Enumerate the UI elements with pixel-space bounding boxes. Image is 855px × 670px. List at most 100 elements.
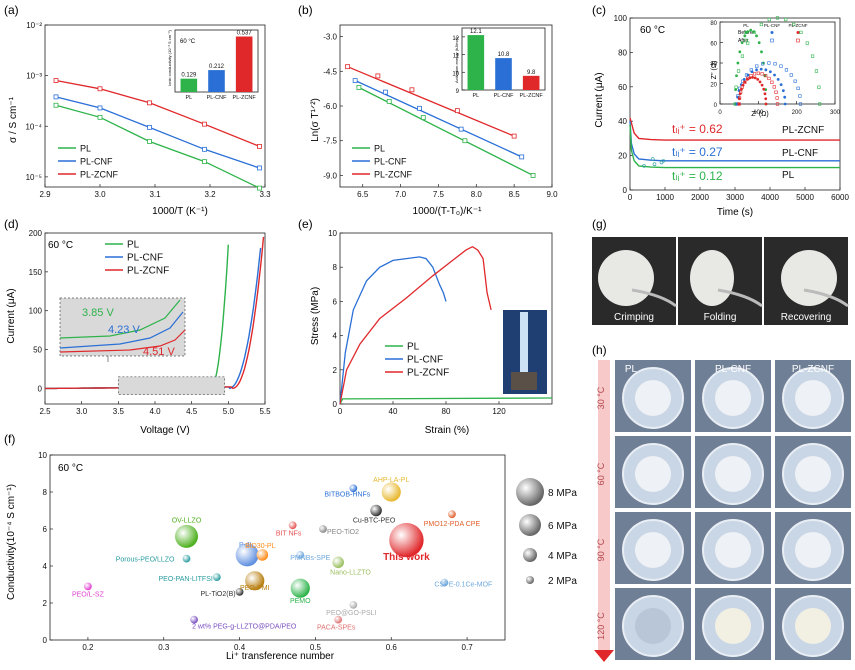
c-xtick-label: 6000 (831, 193, 849, 202)
c-xtick-label: 3000 (726, 193, 744, 202)
d-onset-zcnf: 4.51 V (143, 346, 175, 358)
c-inset-point (792, 22, 796, 27)
f-xtick-label: 0.3 (158, 643, 170, 652)
f-point-label: P-JI (239, 542, 252, 549)
f-ylabel: Conductivity(10⁻⁴ S cm⁻¹) (6, 484, 17, 600)
h-film (795, 456, 831, 492)
f-plot-frame (49, 454, 506, 641)
a-xlabel: 1000/T (K⁻¹) (152, 206, 208, 217)
h-film (635, 608, 671, 644)
c-inset-legend-marker (770, 38, 774, 43)
e-xtick-label: 40 (389, 407, 398, 416)
c-inset-legend-name: PL (743, 23, 749, 28)
c-inset-point (755, 34, 758, 38)
a-data-point (53, 78, 59, 83)
c-ylabel: Current (μA) (594, 72, 605, 127)
b-data-point (420, 115, 426, 120)
f-scatter-point (256, 549, 269, 561)
f-point-label: PEO@GO-PSLI (326, 610, 376, 617)
a-ytick-label: 10⁻⁵ (26, 173, 42, 182)
a-data-point (257, 185, 262, 191)
b-data-point (409, 87, 415, 93)
e-tensile-weight (511, 372, 537, 390)
g-caption: Recovering (781, 312, 832, 323)
c-inset-point (741, 83, 745, 87)
c-inset-xtick-label: 300 (830, 110, 841, 116)
f-point-label: Porous-PEO/LLZO (116, 557, 175, 564)
c-inset-point (793, 79, 797, 83)
e-ytick-label: 2 (333, 366, 338, 375)
h-row-label: 90 °C (596, 538, 606, 561)
f-point-label: OV-LLZO (172, 517, 202, 524)
c-inset-ytick-label: 60 (710, 42, 717, 48)
c-inset-point (784, 68, 789, 72)
e-ytick-label: 6 (333, 297, 338, 306)
d-onset-cnf: 4.23 V (108, 324, 140, 336)
a-xtick-label: 3.1 (149, 190, 161, 199)
a-plot-frame (44, 24, 266, 188)
a-inset-cat-label: PL (185, 95, 192, 101)
f-point-label: BITBOB-HNFs (324, 491, 370, 498)
c-inset-xlabel: Z' (Ω) (751, 111, 768, 118)
a-inset-ylabel: Ionic conductivity (10⁻³ S cm⁻¹) (167, 29, 172, 85)
f-size-legend-marker (526, 576, 534, 584)
f-scatter-point (175, 524, 198, 548)
g-film (598, 250, 654, 306)
c-label-cnf: PL-CNF (782, 148, 818, 159)
c-inset-point (762, 87, 766, 91)
b-inset-bar (467, 35, 485, 90)
c-inset-point (760, 72, 764, 76)
c-inset-point (740, 41, 744, 45)
f-scatter-point (381, 482, 401, 502)
c-inset-point (814, 69, 819, 73)
c-inset-point (760, 83, 764, 87)
b-data-point (383, 89, 388, 95)
c-inset-legend-after: After (738, 38, 749, 44)
c-inset-point (757, 41, 761, 45)
c-inset-point (775, 102, 780, 106)
f-point-label: 2 wt% PEG-g-LLZTO@PDA/PEO (192, 624, 297, 631)
f-scatter-point (212, 573, 221, 581)
f-ytick-label: 6 (43, 525, 48, 534)
d-legend-label: PL-ZCNF (127, 266, 169, 277)
b-xtick-label: 7.5 (433, 190, 445, 199)
c-inset-point (789, 73, 793, 77)
b-data-point (386, 98, 392, 104)
d-zoom-curve-cnf (59, 311, 184, 349)
c-inset-legend-name: PL-ZCNF (789, 23, 808, 28)
a-data-point (97, 86, 103, 92)
c-inset-point (763, 92, 767, 96)
h-film (795, 380, 831, 416)
e-tensile-film (520, 312, 528, 372)
f-scatter-point (84, 582, 92, 591)
h-column-label: PL (625, 364, 638, 375)
e-legend-label: PL-ZCNF (407, 368, 449, 379)
a-data-point (202, 121, 207, 127)
d-ylabel: Current (μA) (6, 288, 17, 343)
b-xtick-label: 8.0 (471, 190, 483, 199)
d-ytick-label: 150 (29, 268, 43, 277)
h-film (635, 380, 671, 416)
b-inset-ytick-label: 9 (456, 89, 460, 95)
b-ytick-label: -7.5 (323, 137, 337, 146)
e-stress-curve (339, 245, 492, 405)
c-inset-legend-marker (796, 38, 800, 43)
h-film (635, 532, 671, 568)
a-data-point (53, 94, 59, 100)
f-point-label: Cu-BTC-PEO (353, 518, 396, 525)
d-xtick-label: 2.5 (39, 407, 51, 416)
d-xtick-label: 4.0 (149, 407, 161, 416)
c-inset-point (738, 50, 742, 54)
panel-label-c: (c) (592, 3, 606, 17)
f-ytick-label: 2 (43, 599, 48, 608)
a-ytick-label: 10⁻⁴ (25, 122, 42, 131)
c-tli-zcnf: tₗᵢ⁺ = 0.62 (672, 122, 723, 136)
d-xtick-label: 5.5 (259, 407, 271, 416)
c-inset-point (752, 72, 757, 76)
a-legend-label: PL-CNF (80, 157, 113, 167)
c-inset-ytick-label: 40 (710, 62, 717, 68)
b-xtick-label: 8.5 (509, 190, 521, 199)
f-point-label: AHP-LA-PL (373, 477, 409, 484)
b-inset-ytick-label: 11 (453, 54, 460, 60)
c-inset-point (743, 34, 747, 38)
